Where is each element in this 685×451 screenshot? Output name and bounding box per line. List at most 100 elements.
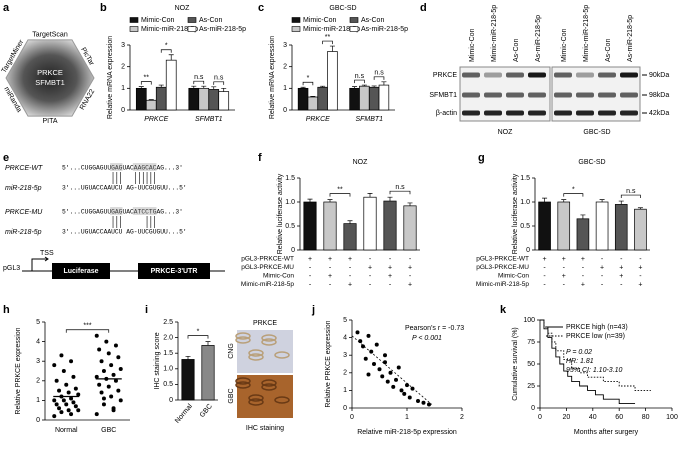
luciferase-box	[52, 263, 110, 279]
band	[620, 110, 638, 116]
y-tick-label: 4	[343, 334, 347, 341]
panel-letter: g	[478, 152, 485, 164]
lane-label: Mimic-Con	[469, 28, 476, 62]
bar	[201, 345, 215, 401]
y-tick-label: 2	[36, 378, 40, 385]
bar	[614, 204, 628, 251]
image-title: PRKCE	[253, 320, 277, 327]
table-cell: +	[562, 256, 566, 263]
significance-label: *	[307, 75, 310, 82]
table-cell: -	[369, 256, 372, 263]
data-point	[52, 414, 57, 419]
panel-letter: k	[500, 304, 507, 316]
size-label: 98kDa	[649, 92, 669, 99]
bar	[363, 196, 377, 251]
tissue-texture	[235, 332, 251, 340]
bar	[538, 201, 551, 251]
y-tick-label: 50	[527, 361, 535, 368]
data-point	[54, 402, 59, 407]
data-point	[407, 395, 412, 400]
annotation: P < 0.001	[412, 335, 442, 342]
table-cell: -	[563, 281, 566, 288]
band	[462, 110, 480, 116]
band	[620, 72, 638, 78]
image-caption: IHC staining	[246, 425, 284, 432]
bar	[576, 218, 590, 251]
legend-label: Mimic-miR-218-5p	[141, 26, 198, 33]
table-cell: +	[348, 256, 352, 263]
data-point	[402, 391, 407, 396]
band	[528, 72, 546, 78]
table-cell: -	[389, 281, 392, 288]
table-cell: -	[582, 273, 585, 280]
legend-label: As-Con	[361, 17, 384, 24]
error-bar	[185, 355, 191, 360]
lane-label: Mimic-miR-218-5p	[491, 5, 498, 62]
data-point	[113, 343, 118, 348]
bar	[218, 91, 230, 111]
legend-swatch	[291, 17, 301, 23]
tissue-texture	[248, 353, 264, 361]
data-point	[54, 378, 59, 383]
table-row-label: pGL3-PRKCE-MU	[241, 264, 294, 271]
bar	[378, 84, 390, 111]
data-point	[416, 398, 420, 403]
table-cell: -	[389, 256, 392, 263]
sequence: 5'...CUGGAGUUGAGUACATCCTGAG...3'	[62, 209, 183, 216]
y-tick-label: 3	[283, 42, 287, 49]
significance-bracket	[389, 190, 411, 195]
significance-label: n.s	[214, 75, 224, 82]
bar	[307, 96, 319, 111]
x-tick-label: 100	[666, 414, 678, 421]
size-label: 90kDa	[649, 72, 669, 79]
data-point	[366, 372, 371, 377]
data-point	[66, 390, 71, 395]
row-label: PRKCE	[433, 72, 457, 79]
chart-title: GBC-SD	[578, 159, 605, 166]
data-point	[377, 367, 382, 372]
error-bar	[201, 85, 207, 89]
data-point	[118, 398, 123, 403]
size-label: 42kDa	[649, 110, 669, 117]
band	[620, 92, 638, 98]
significance-bracket	[563, 193, 584, 197]
legend-label: Mimic-Con	[303, 17, 337, 24]
tissue-texture	[261, 383, 277, 391]
data-point	[363, 356, 368, 361]
data-point	[76, 408, 81, 413]
y-tick-label: 0	[526, 247, 530, 254]
database-label: PITA	[42, 118, 57, 125]
error-bar	[221, 87, 227, 92]
legend-label: PRKCE high (n=43)	[566, 324, 628, 331]
utr-box	[138, 263, 210, 279]
x-tick-label: 2	[460, 414, 464, 421]
data-point	[369, 349, 374, 354]
y-axis-label: Relative PRKCE expression	[15, 327, 22, 414]
table-cell: -	[369, 281, 372, 288]
hexagon	[5, 39, 95, 117]
y-tick-label: 0	[36, 417, 40, 424]
data-point	[374, 342, 379, 347]
error-bar	[329, 45, 335, 52]
bar	[303, 201, 317, 251]
significance-label: n.s	[374, 70, 384, 77]
band	[598, 72, 616, 78]
lane-label: Mimic-miR-218-5p	[583, 5, 590, 62]
significance-bracket	[322, 40, 333, 45]
bar	[368, 86, 380, 111]
y-tick-label: 5	[343, 317, 347, 324]
tissue-texture	[274, 351, 290, 359]
x-tick-label: SFMBT1	[195, 116, 223, 123]
highlight	[132, 163, 157, 171]
data-point	[383, 360, 387, 365]
legend-swatch	[129, 17, 139, 23]
error-bar	[381, 81, 387, 86]
data-point	[69, 359, 74, 364]
legend-label: As-miR-218-5p	[361, 26, 408, 33]
significance-label: n.s	[355, 73, 365, 80]
y-tick-label: 1.0	[163, 366, 173, 373]
table-row-label: Mimic-Con	[498, 273, 529, 280]
y-tick-label: 2.5	[163, 319, 173, 326]
chart-title: NOZ	[353, 159, 369, 166]
bar	[297, 87, 309, 111]
